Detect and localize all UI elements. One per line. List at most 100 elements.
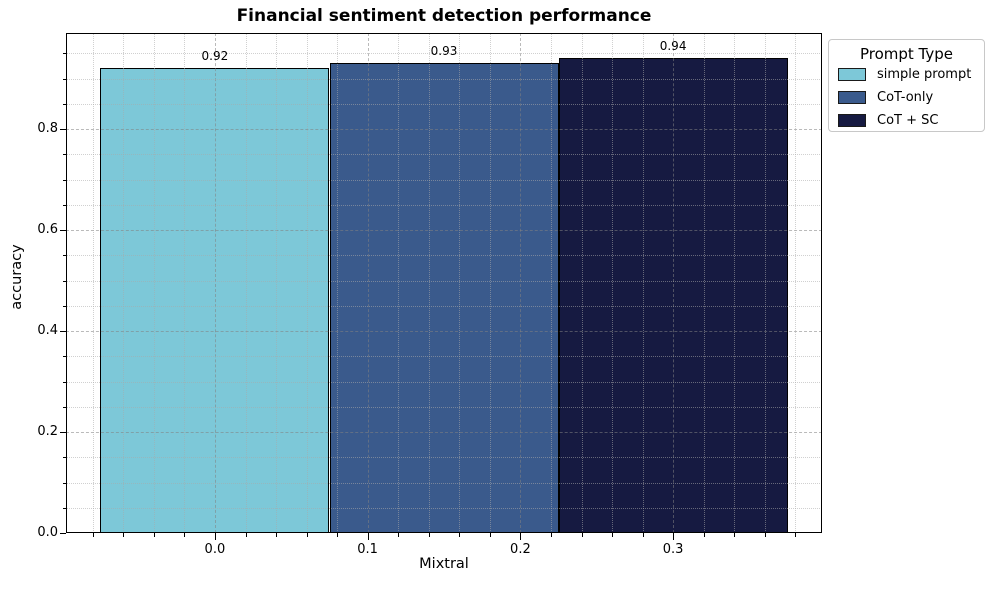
gridline [428, 33, 430, 533]
gridline [66, 204, 822, 206]
gridline [337, 33, 339, 533]
y-minor-tick [62, 78, 66, 80]
gridline [153, 33, 155, 533]
legend-label: CoT-only [877, 90, 934, 105]
gridline [66, 78, 822, 80]
x-tick-label: 0.1 [357, 542, 378, 557]
x-major-tick [520, 533, 522, 540]
bar-value-label: 0.93 [430, 44, 458, 59]
legend-swatch [838, 91, 866, 104]
gridline [367, 33, 369, 533]
y-minor-tick [62, 103, 66, 105]
y-minor-tick [62, 507, 66, 509]
gridline [612, 33, 613, 533]
x-minor-tick [92, 533, 94, 537]
gridline [306, 33, 308, 533]
y-tick-label: 0.0 [37, 525, 58, 540]
bar-value-label: 0.94 [659, 39, 687, 54]
y-minor-tick [62, 457, 66, 459]
gridline [66, 381, 822, 383]
legend-title: Prompt Type [859, 45, 954, 63]
gridline [123, 33, 125, 533]
x-minor-tick [276, 533, 277, 537]
gridline [581, 33, 583, 533]
gridline [66, 356, 822, 358]
y-minor-tick [62, 179, 66, 181]
gridline [642, 33, 644, 533]
x-minor-tick [184, 533, 186, 537]
legend-entry-cot-sc: CoT + SC [829, 109, 984, 132]
bar-cot-only [329, 63, 559, 533]
x-minor-tick [581, 533, 583, 537]
gridline [734, 33, 736, 533]
y-minor-tick [62, 154, 66, 156]
y-minor-tick [62, 53, 66, 55]
y-tick-label: 0.2 [37, 424, 58, 439]
gridline [66, 432, 822, 433]
gridline [66, 280, 822, 282]
y-minor-tick [62, 305, 66, 307]
x-tick-label: 0.0 [204, 542, 226, 557]
x-minor-tick [153, 533, 155, 537]
x-minor-tick [123, 533, 125, 537]
gridline [92, 33, 94, 533]
plot-area [66, 33, 822, 533]
x-major-tick [367, 533, 369, 540]
x-minor-tick [337, 533, 339, 537]
legend: Prompt Type simple prompt CoT-only CoT + S… [828, 39, 985, 132]
y-minor-tick [62, 280, 66, 282]
gridline [795, 33, 797, 533]
gridline [66, 129, 822, 130]
legend-entry-cot-only: CoT-only [829, 86, 984, 109]
gridline [66, 179, 822, 181]
x-minor-tick [642, 533, 644, 537]
gridline [66, 154, 822, 156]
gridline [520, 33, 522, 533]
gridline [550, 33, 552, 533]
x-major-tick [214, 533, 216, 540]
x-minor-tick [612, 533, 613, 537]
x-minor-tick [489, 533, 491, 537]
y-major-tick [59, 129, 66, 130]
legend-entry-simple-prompt: simple prompt [829, 63, 984, 86]
gridline [214, 33, 216, 533]
x-minor-tick [428, 533, 430, 537]
gridline [66, 482, 822, 484]
y-major-tick [59, 533, 66, 534]
gridline [245, 33, 247, 533]
gridline [459, 33, 461, 533]
x-minor-tick [245, 533, 247, 537]
x-minor-tick [459, 533, 461, 537]
x-minor-tick [764, 533, 766, 537]
x-minor-tick [550, 533, 552, 537]
y-tick-label: 0.8 [37, 121, 58, 136]
gridline [703, 33, 705, 533]
legend-label: CoT + SC [877, 113, 939, 128]
gridline [66, 507, 822, 509]
y-minor-tick [62, 356, 66, 358]
legend-label: simple prompt [877, 67, 972, 82]
x-minor-tick [734, 533, 736, 537]
gridline [66, 457, 822, 459]
legend-entries: simple prompt CoT-only CoT + SC [829, 63, 984, 132]
gridline [66, 230, 822, 231]
legend-swatch [838, 68, 866, 81]
grid-layer [66, 33, 822, 533]
x-minor-tick [306, 533, 308, 537]
x-tick-label: 0.2 [510, 542, 531, 557]
y-minor-tick [62, 204, 66, 206]
y-tick-label: 0.4 [37, 323, 58, 338]
bar-value-label: 0.92 [201, 49, 229, 64]
gridline [184, 33, 186, 533]
x-tick-label: 0.3 [662, 542, 684, 557]
gridline [764, 33, 766, 533]
x-minor-tick [703, 533, 705, 537]
y-minor-tick [62, 381, 66, 383]
y-minor-tick [62, 255, 66, 257]
gridline [673, 33, 675, 533]
chart-title: Financial sentiment detection performanc… [236, 6, 652, 26]
gridline [66, 305, 822, 307]
x-axis-label: Mixtral [419, 556, 469, 572]
gridline [398, 33, 400, 533]
